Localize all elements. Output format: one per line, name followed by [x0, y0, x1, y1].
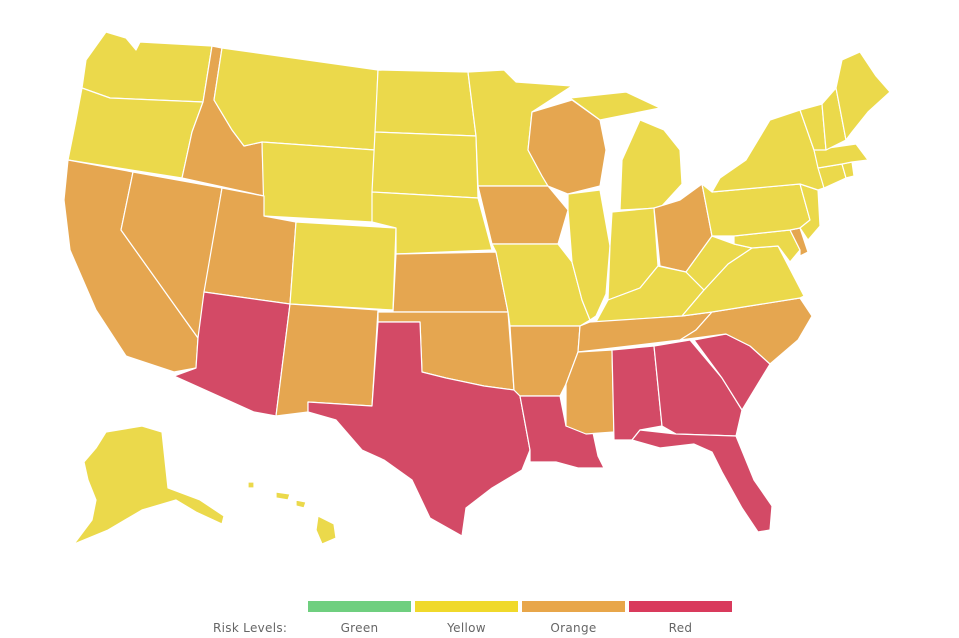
- state-georgia[interactable]: [653, 339, 743, 437]
- state-hawaii[interactable]: [247, 481, 337, 545]
- state-north-dakota[interactable]: [374, 69, 477, 137]
- state-alabama[interactable]: [611, 345, 663, 441]
- state-florida[interactable]: [631, 429, 773, 533]
- state-washington[interactable]: [81, 31, 213, 103]
- state-michigan[interactable]: [569, 91, 683, 211]
- state-maine[interactable]: [835, 51, 891, 141]
- state-north-carolina[interactable]: [679, 297, 813, 365]
- state-massachusetts[interactable]: [813, 143, 869, 169]
- state-south-dakota[interactable]: [371, 131, 479, 199]
- state-montana[interactable]: [213, 47, 379, 151]
- state-illinois[interactable]: [567, 189, 611, 321]
- state-kansas[interactable]: [392, 251, 509, 313]
- state-new-mexico[interactable]: [275, 303, 379, 417]
- state-louisiana[interactable]: [519, 395, 605, 469]
- state-missouri[interactable]: [491, 243, 591, 327]
- state-texas[interactable]: [307, 321, 531, 537]
- state-alaska[interactable]: [73, 425, 225, 545]
- state-iowa[interactable]: [477, 185, 569, 245]
- state-wyoming[interactable]: [261, 141, 376, 223]
- state-colorado[interactable]: [289, 221, 397, 311]
